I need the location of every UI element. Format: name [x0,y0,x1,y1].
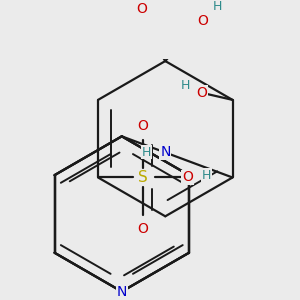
Text: O: O [137,222,148,236]
Text: H: H [142,146,151,159]
Text: O: O [136,2,147,16]
Text: H: H [181,79,190,92]
Text: O: O [137,119,148,133]
Text: S: S [138,170,148,185]
Text: O: O [182,170,193,184]
Text: N: N [160,145,171,159]
Text: H: H [202,169,211,182]
Text: O: O [197,14,208,28]
Text: H: H [212,1,222,13]
Text: N: N [117,285,127,298]
Text: O: O [196,86,207,100]
